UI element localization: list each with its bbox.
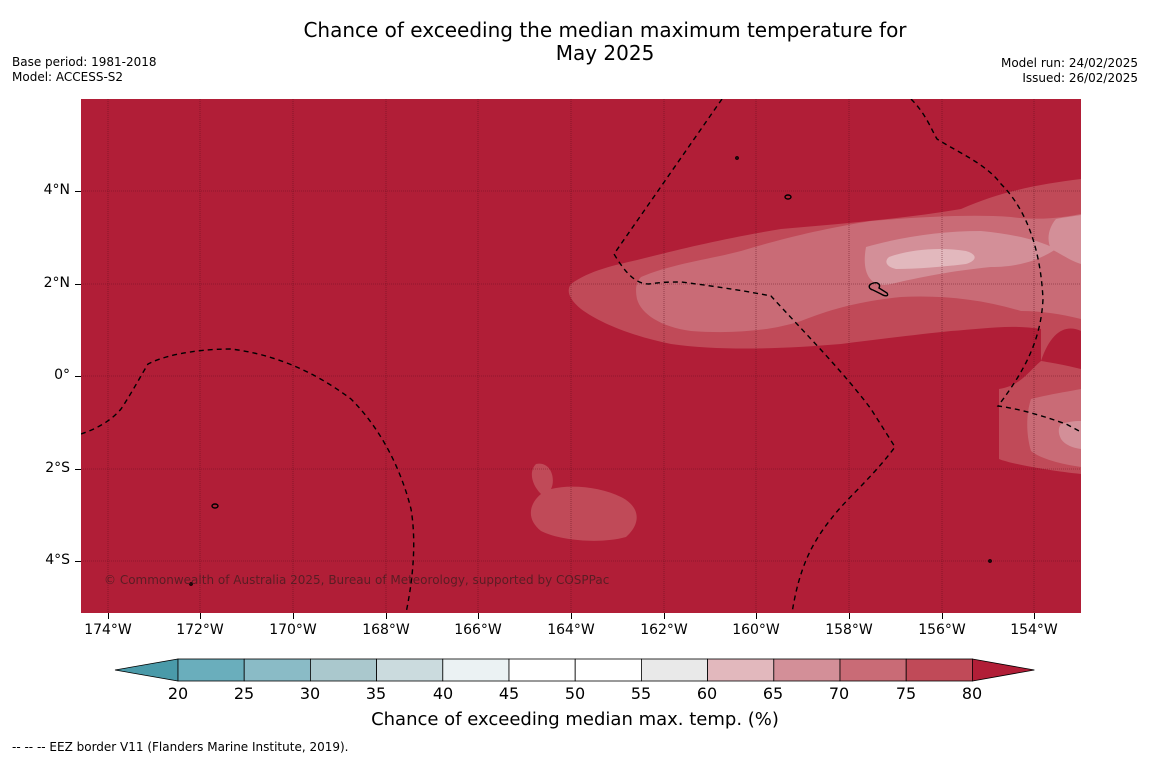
islands bbox=[189, 156, 992, 586]
model-name: Model: ACCESS-S2 bbox=[12, 70, 124, 84]
colorbar-tick-label: 75 bbox=[895, 684, 917, 703]
colorbar-extend-low bbox=[114, 658, 179, 682]
lon-label-154w: 154°W bbox=[1010, 622, 1058, 638]
map-title: Chance of exceeding the median maximum t… bbox=[260, 19, 950, 65]
colorbar-extend-high bbox=[972, 658, 1035, 682]
colorbar-tick-label: 50 bbox=[564, 684, 586, 703]
lon-label-164w: 164°W bbox=[547, 622, 595, 638]
eez-borders bbox=[81, 99, 1081, 613]
colorbar-tick-label: 40 bbox=[432, 684, 454, 703]
colorbar-segment bbox=[442, 658, 510, 682]
colorbar-tick-label: 35 bbox=[365, 684, 387, 703]
model-run: Model run: 24/02/2025 bbox=[1000, 56, 1138, 70]
colorbar-tick-label: 20 bbox=[167, 684, 189, 703]
lon-tick bbox=[293, 613, 294, 619]
contour-75-south bbox=[530, 463, 637, 541]
lat-tick bbox=[75, 469, 81, 470]
lon-label-168w: 168°W bbox=[362, 622, 410, 638]
base-period: Base period: 1981-2018 bbox=[12, 55, 157, 69]
graticule bbox=[81, 99, 1081, 613]
lon-label-172w: 172°W bbox=[176, 622, 224, 638]
meta-left: Base period: 1981-2018 Model: ACCESS-S2 bbox=[12, 55, 157, 85]
colorbar-segment bbox=[309, 658, 377, 682]
colorbar bbox=[114, 658, 1035, 682]
lon-label-162w: 162°W bbox=[640, 622, 688, 638]
colorbar-tick-label: 65 bbox=[762, 684, 784, 703]
colorbar-segment bbox=[839, 658, 907, 682]
lon-tick bbox=[942, 613, 943, 619]
contour-65-se bbox=[1058, 421, 1081, 449]
contour-65-east bbox=[1048, 215, 1081, 264]
map-panel: © Commonwealth of Australia 2025, Bureau… bbox=[81, 99, 1081, 613]
lat-tick bbox=[75, 191, 81, 192]
colorbar-segment bbox=[707, 658, 775, 682]
lat-tick bbox=[75, 561, 81, 562]
colorbar-title: Chance of exceeding median max. temp. (%… bbox=[371, 709, 779, 730]
lon-label-174w: 174°W bbox=[84, 622, 132, 638]
contour-70-east bbox=[1027, 389, 1081, 467]
lon-tick bbox=[386, 613, 387, 619]
colorbar-tick-label: 60 bbox=[696, 684, 718, 703]
map-title-line2: May 2025 bbox=[555, 41, 655, 65]
lat-label-0: 0° bbox=[54, 367, 70, 383]
lon-tick bbox=[200, 613, 201, 619]
lat-label-2s: 2°S bbox=[45, 460, 70, 476]
map-title-line1: Chance of exceeding the median maximum t… bbox=[303, 18, 907, 42]
lon-tick bbox=[571, 613, 572, 619]
colorbar-tick-label: 80 bbox=[961, 684, 983, 703]
meta-right: Model run: 24/02/2025 Issued: 26/02/2025 bbox=[1001, 56, 1138, 86]
colorbar-tick-label: 55 bbox=[630, 684, 652, 703]
colorbar-segment bbox=[177, 658, 245, 682]
contour-60 bbox=[886, 249, 975, 269]
lon-tick bbox=[849, 613, 850, 619]
copyright-notice: © Commonwealth of Australia 2025, Bureau… bbox=[104, 573, 610, 587]
lon-tick bbox=[1034, 613, 1035, 619]
colorbar-segment bbox=[376, 658, 444, 682]
lon-tick bbox=[108, 613, 109, 619]
colorbar-segment bbox=[574, 658, 642, 682]
colorbar-segment bbox=[508, 658, 576, 682]
lat-label-4s: 4°S bbox=[45, 552, 70, 568]
lat-label-2n: 2°N bbox=[43, 275, 70, 291]
colorbar-tick-label: 45 bbox=[498, 684, 520, 703]
colorbar-segment bbox=[773, 658, 841, 682]
colorbar-segment bbox=[641, 658, 709, 682]
lon-label-160w: 160°W bbox=[732, 622, 780, 638]
lon-label-166w: 166°W bbox=[454, 622, 502, 638]
colorbar-tick-label: 25 bbox=[233, 684, 255, 703]
lat-tick bbox=[75, 376, 81, 377]
colorbar-segment bbox=[905, 658, 973, 682]
colorbar-tick-label: 30 bbox=[299, 684, 321, 703]
probability-map bbox=[81, 99, 1081, 613]
issued-date: Issued: 26/02/2025 bbox=[1022, 71, 1138, 85]
lon-tick bbox=[478, 613, 479, 619]
lat-tick bbox=[75, 284, 81, 285]
colorbar-tick-label: 70 bbox=[828, 684, 850, 703]
lon-tick bbox=[756, 613, 757, 619]
lon-label-158w: 158°W bbox=[825, 622, 873, 638]
lat-label-4n: 4°N bbox=[43, 182, 70, 198]
lon-tick bbox=[664, 613, 665, 619]
colorbar-segment bbox=[243, 658, 311, 682]
eez-legend: -- -- -- EEZ border V11 (Flanders Marine… bbox=[12, 740, 349, 754]
lon-label-156w: 156°W bbox=[918, 622, 966, 638]
lon-label-170w: 170°W bbox=[269, 622, 317, 638]
